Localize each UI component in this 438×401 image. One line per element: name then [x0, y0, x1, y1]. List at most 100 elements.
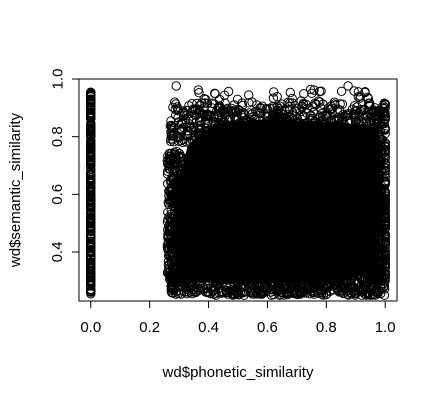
- data-point: [86, 263, 96, 274]
- data-point: [197, 281, 208, 291]
- data-point: [170, 166, 180, 176]
- data-point: [202, 273, 212, 283]
- data-point: [229, 129, 239, 140]
- data-point: [167, 255, 177, 265]
- data-point: [261, 134, 271, 144]
- data-point: [365, 290, 376, 300]
- data-point: [176, 255, 186, 265]
- data-point: [281, 249, 291, 259]
- data-point: [228, 136, 239, 146]
- data-point: [338, 130, 349, 141]
- data-point: [177, 124, 187, 135]
- data-point: [275, 265, 285, 275]
- data-points: [86, 81, 390, 300]
- data-point: [166, 130, 177, 141]
- data-point: [314, 201, 324, 212]
- data-point: [305, 168, 315, 179]
- data-point: [285, 87, 295, 98]
- x-tick-label: 0.2: [139, 319, 160, 336]
- y-tick-label: 0.4: [49, 242, 66, 263]
- data-point: [198, 225, 209, 236]
- data-point: [216, 135, 226, 145]
- data-point: [367, 133, 377, 143]
- data-point: [338, 288, 349, 299]
- data-point: [171, 261, 181, 271]
- data-point: [163, 242, 173, 252]
- data-point: [352, 278, 362, 289]
- data-point: [256, 108, 266, 118]
- data-point: [170, 180, 180, 191]
- data-point: [273, 113, 283, 123]
- data-point: [344, 136, 355, 146]
- data-point: [265, 133, 275, 144]
- data-point: [86, 156, 96, 167]
- data-point: [223, 86, 234, 97]
- data-point: [252, 218, 262, 228]
- data-point: [86, 169, 96, 180]
- data-point: [173, 104, 183, 114]
- data-point: [171, 99, 181, 109]
- data-point: [268, 93, 279, 103]
- data-point: [251, 136, 261, 147]
- data-point: [210, 88, 220, 99]
- data-point: [315, 228, 325, 239]
- data-point: [255, 289, 266, 299]
- data-point: [173, 244, 184, 254]
- data-point: [380, 129, 390, 139]
- data-point: [86, 192, 96, 203]
- data-point: [261, 111, 272, 122]
- y-axis: 0.4 0.6 0.8 1.0: [49, 69, 80, 263]
- data-point: [189, 135, 200, 146]
- data-point: [267, 148, 277, 159]
- y-tick-label: 0.6: [49, 184, 66, 205]
- data-point: [182, 276, 192, 287]
- data-point: [299, 89, 309, 99]
- data-point: [365, 167, 376, 177]
- data-point: [86, 236, 96, 247]
- data-point: [323, 274, 333, 285]
- data-point: [173, 225, 184, 235]
- data-point: [256, 230, 266, 240]
- data-point: [380, 216, 390, 227]
- y-axis-label: wd$semantic_similarity: [7, 112, 24, 268]
- data-point: [86, 261, 96, 271]
- data-point: [240, 126, 250, 136]
- data-point: [172, 260, 183, 270]
- data-point: [345, 280, 356, 290]
- data-point: [200, 98, 210, 108]
- data-point: [218, 267, 229, 277]
- data-point: [189, 284, 199, 294]
- data-point: [170, 152, 180, 162]
- data-point: [202, 268, 213, 278]
- data-point: [215, 115, 226, 125]
- x-tick-label: 0.6: [257, 319, 278, 336]
- data-point: [335, 265, 345, 276]
- data-point: [228, 160, 238, 171]
- data-point: [380, 168, 390, 179]
- data-point: [86, 226, 96, 236]
- data-point: [380, 141, 390, 152]
- data-point: [276, 174, 286, 185]
- data-point: [173, 209, 183, 220]
- data-point: [278, 120, 289, 130]
- data-point: [368, 226, 379, 237]
- data-point: [222, 128, 232, 138]
- data-point: [237, 100, 248, 111]
- data-point: [380, 202, 390, 212]
- data-point: [203, 283, 213, 294]
- data-point: [180, 110, 190, 120]
- data-point: [176, 270, 187, 280]
- data-point: [319, 154, 329, 164]
- data-point: [212, 249, 223, 259]
- data-point: [367, 228, 377, 238]
- data-point: [299, 134, 310, 145]
- data-point: [295, 105, 305, 115]
- data-point: [164, 249, 175, 260]
- data-point: [360, 110, 370, 120]
- data-point: [184, 101, 194, 111]
- data-point: [163, 166, 173, 177]
- data-point: [86, 284, 96, 294]
- data-point: [234, 160, 245, 171]
- data-point: [173, 288, 184, 299]
- data-point: [86, 185, 96, 195]
